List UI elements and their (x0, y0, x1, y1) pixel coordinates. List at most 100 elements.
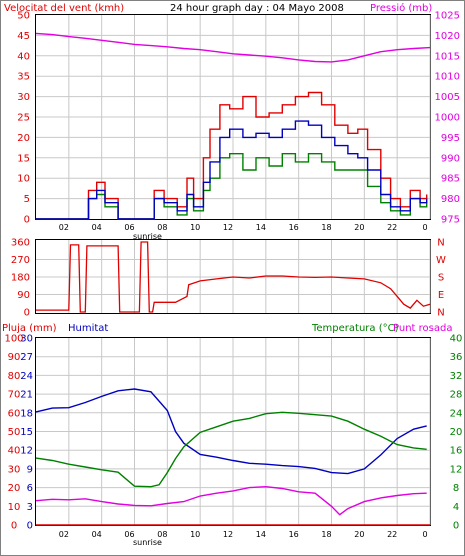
series-line-direction (36, 241, 431, 313)
y-right-tick-label: 975 (441, 215, 460, 226)
temperature-tick-label: 12 (450, 464, 463, 475)
y-left-tick-label: 40 (17, 51, 30, 62)
temperature-tick-label: 24 (450, 408, 463, 419)
humidity-tick-label: 0 (27, 521, 33, 532)
humidity-tick-label: 9 (27, 464, 33, 475)
rain-tick-label: 0 (11, 521, 17, 532)
temperature-tick-label: 36 (450, 352, 463, 363)
temperature-tick-label: 4 (453, 502, 459, 513)
x-tick-label: 22 (387, 223, 397, 232)
wind-pressure-series (35, 32, 431, 220)
rain-tick-label: 60 (8, 408, 21, 419)
x-tick-label: 04 (92, 530, 102, 539)
rain-axis-label: Pluja (mm) (2, 323, 57, 334)
x-tick-label: 20 (354, 223, 364, 232)
x-tick-label: 08 (157, 223, 167, 232)
humidity-tick-label: 18 (20, 408, 33, 419)
y-left-tick-label: 15 (17, 153, 30, 164)
compass-tick-label: N (437, 308, 444, 319)
y-left-tick-label: 20 (17, 133, 30, 144)
y-right-tick-label: 980 (441, 194, 460, 205)
y-right-tick-label: 990 (441, 153, 460, 164)
y-left-tick-label: 50 (17, 11, 30, 22)
x-tick-label: 02 (59, 530, 69, 539)
y-right-tick-label: 1020 (435, 31, 460, 42)
y-left-tick-label: 25 (17, 113, 30, 124)
y-left-tick-label: 360 (11, 238, 30, 249)
humidity-temperature-grid (36, 338, 431, 525)
humidity-temperature-ticks: 02 04 06 08 10 12 14 16 18 20 22 00 0 010 3 420 6 830 9 124… (4, 334, 462, 540)
humidity-tick-label: 24 (20, 371, 33, 382)
temperature-tick-label: 20 (450, 427, 463, 438)
y-left-tick-label: 30 (17, 92, 30, 103)
y-right-tick-label: 1015 (435, 51, 460, 62)
rain-tick-label: 20 (8, 483, 21, 494)
x-tick-label: 18 (321, 223, 331, 232)
x-tick-label: 0 (422, 530, 427, 539)
y-right-tick-label: 1010 (435, 72, 460, 83)
y-left-tick-label: 5 (24, 194, 30, 205)
temperature-tick-label: 28 (450, 390, 463, 401)
compass-tick-label: S (438, 273, 444, 284)
series-line-humitat (35, 388, 427, 475)
y-left-tick-label: 270 (11, 255, 30, 266)
x-tick-label: 14 (256, 223, 266, 232)
y-left-tick-label: 90 (17, 290, 30, 301)
series-line-average (36, 120, 428, 220)
x-tick-label: 20 (354, 530, 364, 539)
y-left-tick-label: 0 (24, 215, 30, 226)
y-left-tick-label: 0 (24, 308, 30, 319)
rain-tick-label: 90 (8, 352, 21, 363)
x-tick-label: 04 (92, 223, 102, 232)
x-tick-label: 08 (157, 530, 167, 539)
humidity-temperature-series (35, 388, 430, 526)
dewpoint-axis-label: Punt rosada (393, 323, 452, 334)
rain-tick-label: 30 (8, 464, 21, 475)
wind-pressure-grid (36, 15, 431, 219)
humidity-tick-label: 15 (20, 427, 33, 438)
x-tick-label: 22 (387, 530, 397, 539)
humidity-tick-label: 21 (20, 390, 33, 401)
humidity-axis-label: Humitat (68, 323, 108, 334)
x-tick-label: 06 (124, 530, 134, 539)
x-tick-label: 14 (256, 530, 266, 539)
y-right-tick-label: 1000 (435, 113, 460, 124)
x-tick-label: 16 (289, 223, 299, 232)
y-right-tick-label: 1025 (435, 11, 460, 22)
temperature-tick-label: 0 (453, 521, 459, 532)
sunrise-label-3: sunrise (133, 538, 162, 547)
chart-title: 24 hour graph day : 04 Mayo 2008 (170, 3, 344, 14)
y-left-tick-label: 35 (17, 72, 30, 83)
y-right-tick-label: 1005 (435, 92, 460, 103)
y-left-tick-label: 180 (11, 273, 30, 284)
compass-tick-label: E (438, 290, 444, 301)
rain-tick-label: 40 (8, 446, 21, 457)
y-left-tick-label: 10 (17, 174, 30, 185)
rain-tick-label: 10 (8, 502, 21, 513)
x-tick-label: 10 (190, 530, 200, 539)
x-tick-label: 16 (289, 530, 299, 539)
series-line-temperatura-c- (35, 411, 427, 488)
wind-pressure-ticks: 02 04 06 08 10 12 14 16 18 20 22 005101520253035404… (17, 11, 460, 233)
compass-tick-label: N (437, 238, 444, 249)
series-line-pressi- (35, 32, 431, 63)
rain-tick-label: 80 (8, 371, 21, 382)
x-tick-label: 06 (124, 223, 134, 232)
temperature-tick-label: 16 (450, 446, 463, 457)
humidity-tick-label: 6 (27, 483, 33, 494)
series-line-punt-rosada (35, 485, 427, 516)
x-tick-label: 02 (59, 223, 69, 232)
temperature-axis-label: Temperatura (°C) (311, 323, 399, 334)
y-left-tick-label: 45 (17, 31, 30, 42)
x-tick-label: 0 (422, 223, 427, 232)
humidity-tick-label: 30 (20, 334, 33, 345)
rain-tick-label: 70 (8, 390, 21, 401)
x-tick-label: 10 (190, 223, 200, 232)
temperature-tick-label: 8 (453, 483, 459, 494)
x-tick-label: 12 (223, 530, 233, 539)
pressure-axis-label: Pressió (mb) (370, 2, 432, 14)
humidity-tick-label: 3 (27, 502, 33, 513)
